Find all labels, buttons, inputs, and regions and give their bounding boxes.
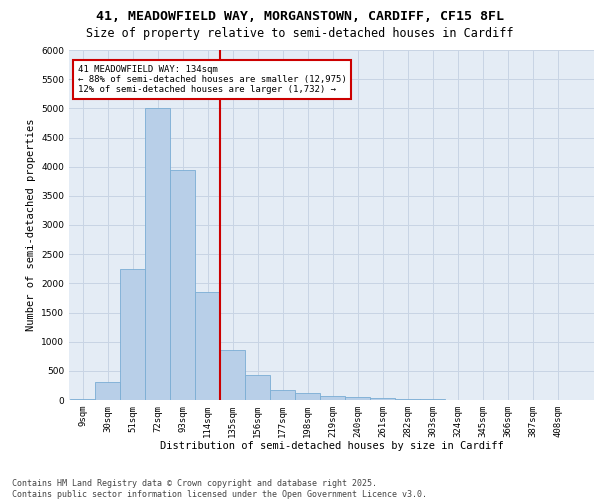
Bar	[370, 398, 395, 400]
Bar	[295, 392, 320, 400]
Text: Contains HM Land Registry data © Crown copyright and database right 2025.: Contains HM Land Registry data © Crown c…	[12, 478, 377, 488]
Bar	[220, 350, 245, 400]
Bar	[195, 292, 220, 400]
Y-axis label: Number of semi-detached properties: Number of semi-detached properties	[26, 118, 35, 331]
Bar	[170, 170, 195, 400]
Bar	[145, 108, 170, 400]
Bar	[245, 375, 270, 400]
Bar	[270, 390, 295, 400]
Bar	[320, 396, 345, 400]
Bar	[345, 397, 370, 400]
Bar	[120, 269, 145, 400]
Bar	[70, 399, 95, 400]
X-axis label: Distribution of semi-detached houses by size in Cardiff: Distribution of semi-detached houses by …	[160, 442, 503, 452]
Text: 41, MEADOWFIELD WAY, MORGANSTOWN, CARDIFF, CF15 8FL: 41, MEADOWFIELD WAY, MORGANSTOWN, CARDIF…	[96, 10, 504, 23]
Bar	[395, 399, 420, 400]
Bar	[95, 382, 120, 400]
Text: Contains public sector information licensed under the Open Government Licence v3: Contains public sector information licen…	[12, 490, 427, 499]
Text: Size of property relative to semi-detached houses in Cardiff: Size of property relative to semi-detach…	[86, 28, 514, 40]
Text: 41 MEADOWFIELD WAY: 134sqm
← 88% of semi-detached houses are smaller (12,975)
12: 41 MEADOWFIELD WAY: 134sqm ← 88% of semi…	[77, 64, 346, 94]
